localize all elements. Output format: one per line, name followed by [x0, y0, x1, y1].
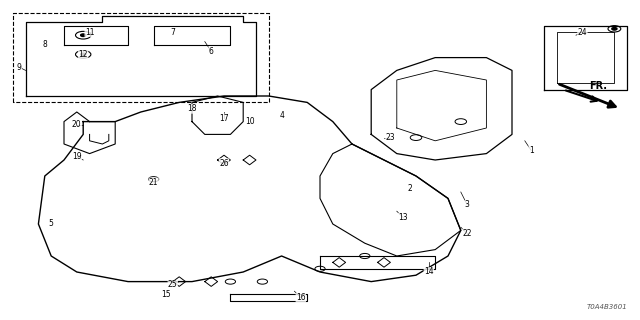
Text: 12: 12: [79, 50, 88, 59]
Text: 14: 14: [424, 268, 434, 276]
Text: 8: 8: [42, 40, 47, 49]
Text: 26: 26: [219, 159, 229, 168]
Text: 10: 10: [244, 117, 255, 126]
Text: 6: 6: [209, 47, 214, 56]
Text: 16: 16: [296, 293, 306, 302]
Text: 5: 5: [49, 220, 54, 228]
Text: 2: 2: [407, 184, 412, 193]
Text: 1: 1: [529, 146, 534, 155]
Text: 13: 13: [398, 213, 408, 222]
Text: 7: 7: [170, 28, 175, 36]
Text: FR.: FR.: [589, 81, 607, 92]
Text: 17: 17: [219, 114, 229, 123]
Circle shape: [81, 34, 86, 36]
Text: 21: 21: [149, 178, 158, 187]
Circle shape: [612, 28, 617, 30]
Text: T0A4B3601: T0A4B3601: [586, 304, 627, 310]
Text: 24: 24: [577, 28, 588, 36]
Text: 19: 19: [72, 152, 82, 161]
Text: 4: 4: [279, 111, 284, 120]
Text: 23: 23: [385, 133, 396, 142]
Text: 25: 25: [168, 280, 178, 289]
Circle shape: [81, 53, 86, 56]
Text: 15: 15: [161, 290, 172, 299]
Text: 18: 18: [188, 104, 196, 113]
Text: 11: 11: [85, 28, 94, 36]
Text: 9: 9: [17, 63, 22, 72]
Text: 3: 3: [465, 200, 470, 209]
Text: 22: 22: [463, 229, 472, 238]
Text: 20: 20: [72, 120, 82, 129]
